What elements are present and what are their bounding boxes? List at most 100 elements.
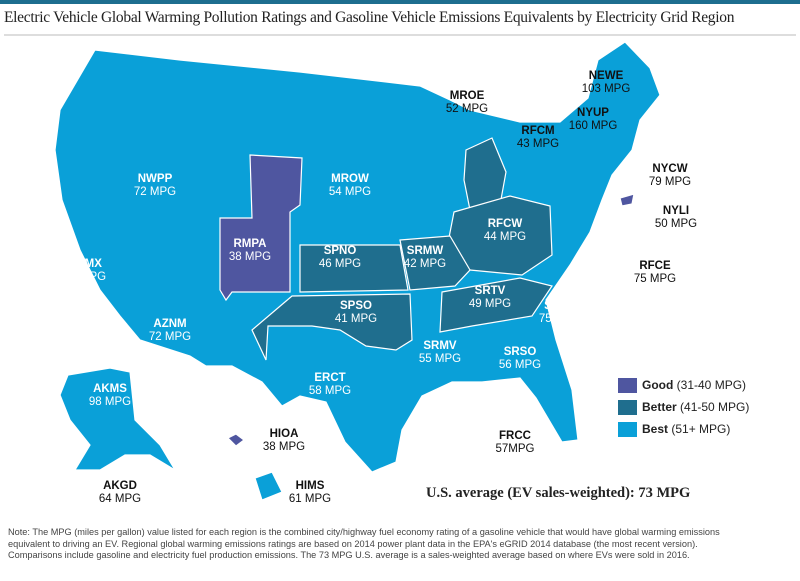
region-code: NYLI xyxy=(662,205,690,217)
region-label-nyli: NYLI 50 MPG xyxy=(646,205,706,231)
region-code: NEWE xyxy=(588,70,624,82)
legend-label: Best xyxy=(642,422,669,436)
region-label-akgd: AKGD 64 MPG xyxy=(90,480,150,506)
region-mpg: 41 MPG xyxy=(334,313,378,325)
region-label-camx: CAMX 95 MPG xyxy=(55,258,115,284)
region-label-erct: ERCT 58 MPG xyxy=(300,372,360,398)
region-label-newe: NEWE 103 MPG xyxy=(576,70,636,96)
region-label-srmw: SRMW 42 MPG xyxy=(395,245,455,271)
region-mpg: 55 MPG xyxy=(418,353,462,365)
region-hims xyxy=(254,471,283,501)
region-mpg: 44 MPG xyxy=(483,231,527,243)
legend-item-best: Best (51+ MPG) xyxy=(618,418,749,440)
figure-title: Electric Vehicle Global Warming Pollutio… xyxy=(4,9,735,26)
region-spso xyxy=(251,293,413,361)
region-code: CAMX xyxy=(68,258,102,270)
region-label-spno: SPNO 46 MPG xyxy=(310,245,370,271)
legend-range: (31-40 MPG) xyxy=(676,378,747,392)
region-rmpa xyxy=(219,154,303,302)
region-code: SRMV xyxy=(423,340,457,352)
region-code: AZNM xyxy=(153,318,187,330)
region-mpg: 49 MPG xyxy=(468,298,512,310)
region-mpg: 58 MPG xyxy=(308,385,352,397)
region-code: NYCW xyxy=(652,163,688,175)
region-mpg: 72 MPG xyxy=(133,186,177,198)
region-label-rfce: RFCE 75 MPG xyxy=(625,260,685,286)
region-srtv xyxy=(439,277,553,333)
region-label-nwpp: NWPP 72 MPG xyxy=(125,173,185,199)
region-label-rmpa: RMPA 38 MPG xyxy=(220,238,280,264)
region-code: AKGD xyxy=(103,480,137,492)
region-code: AKMS xyxy=(93,383,127,395)
region-code: RFCM xyxy=(521,125,555,137)
region-mpg: 56 MPG xyxy=(498,359,542,371)
region-code: FRCC xyxy=(499,430,531,442)
region-hioa xyxy=(226,433,245,447)
region-mpg: 79 MPG xyxy=(648,176,692,188)
region-label-nyup: NYUP 160 MPG xyxy=(563,107,623,133)
region-mpg: 54 MPG xyxy=(328,186,372,198)
region-label-rfcw: RFCW 44 MPG xyxy=(475,218,535,244)
region-code: RMPA xyxy=(233,238,267,250)
region-mpg: 95 MPG xyxy=(63,271,107,283)
region-mpg: 75 MPG xyxy=(633,273,677,285)
region-mpg: 52 MPG xyxy=(445,103,489,115)
region-mpg: 72 MPG xyxy=(148,331,192,343)
region-label-srtv: SRTV 49 MPG xyxy=(460,285,520,311)
region-code: NYUP xyxy=(577,107,609,119)
region-label-srso: SRSO 56 MPG xyxy=(490,346,550,372)
header-bar xyxy=(0,0,800,4)
region-label-hims: HIMS 61 MPG xyxy=(280,480,340,506)
region-mpg: 160 MPG xyxy=(568,120,618,132)
region-code: SRVC xyxy=(544,300,576,312)
region-srmw xyxy=(399,235,471,291)
legend-swatch-better xyxy=(618,399,637,415)
region-label-aznm: AZNM 72 MPG xyxy=(140,318,200,344)
region-label-spso: SPSO 41 MPG xyxy=(326,300,386,326)
region-mpg: 103 MPG xyxy=(581,83,631,95)
title-divider xyxy=(4,34,796,36)
footnote: Note: The MPG (miles per gallon) value l… xyxy=(8,527,720,560)
region-label-frcc: FRCC 57MPG xyxy=(485,430,545,456)
region-label-rfcm: RFCM 43 MPG xyxy=(508,125,568,151)
legend-range: (51+ MPG) xyxy=(671,422,731,436)
region-label-mroe: MROE 52 MPG xyxy=(437,90,497,116)
region-code: RFCW xyxy=(487,218,523,230)
region-code: SRMW xyxy=(406,245,444,257)
region-label-srvc: SRVC 75 MPG xyxy=(530,300,590,326)
region-spno xyxy=(299,244,409,293)
region-mpg: 98 MPG xyxy=(88,396,132,408)
legend-range: (41-50 MPG) xyxy=(680,400,750,414)
region-code: HIMS xyxy=(295,480,325,492)
region-mpg: 38 MPG xyxy=(262,441,306,453)
legend-label: Good xyxy=(642,378,674,392)
legend-swatch-good xyxy=(618,377,637,393)
region-code: SPNO xyxy=(323,245,357,257)
legend-item-better: Better (41-50 MPG) xyxy=(618,396,749,418)
region-mpg: 75 MPG xyxy=(538,313,582,325)
region-mpg: 50 MPG xyxy=(654,218,698,230)
region-label-srmv: SRMV 55 MPG xyxy=(410,340,470,366)
region-code: SRSO xyxy=(503,346,537,358)
region-code: MROW xyxy=(331,173,369,185)
region-code: NWPP xyxy=(137,173,173,185)
legend-item-good: Good (31-40 MPG) xyxy=(618,374,749,396)
region-mpg: 38 MPG xyxy=(228,251,272,263)
region-code: MROE xyxy=(449,90,485,102)
region-nylo xyxy=(619,193,635,207)
region-code: SRTV xyxy=(474,285,506,297)
region-code: HIOA xyxy=(269,428,299,440)
alaska-region xyxy=(59,367,176,471)
region-label-nycw: NYCW 79 MPG xyxy=(640,163,700,189)
region-mpg: 57MPG xyxy=(495,443,535,455)
region-mpg: 46 MPG xyxy=(318,258,362,270)
legend-label: Better xyxy=(642,400,677,414)
region-code: RFCE xyxy=(639,260,671,272)
region-code: ERCT xyxy=(314,372,346,384)
legend: Good (31-40 MPG) Better (41-50 MPG) Best… xyxy=(618,374,749,440)
region-mpg: 43 MPG xyxy=(516,138,560,150)
region-mpg: 61 MPG xyxy=(288,493,332,505)
region-label-hioa: HIOA 38 MPG xyxy=(254,428,314,454)
